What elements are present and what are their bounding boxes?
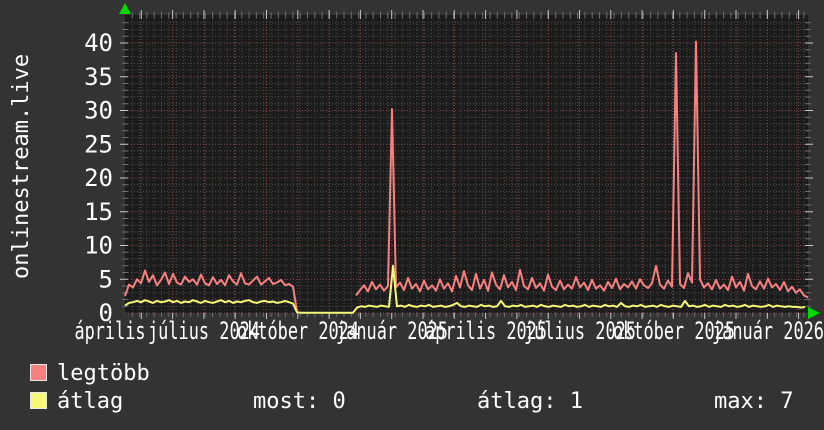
atlag-line xyxy=(124,264,806,314)
x-tick-label: április 2025 xyxy=(425,317,547,345)
y-tick-label: 25 xyxy=(84,130,113,158)
site-watermark: onlinestream.live xyxy=(9,53,34,279)
y-tick-label: 20 xyxy=(84,164,113,192)
y-tick-label: 10 xyxy=(84,232,113,260)
x-tick-label: július 2025 xyxy=(524,317,636,345)
y-tick-label: 0 xyxy=(99,299,113,327)
legend-swatch-atlag xyxy=(30,392,47,409)
y-axis-arrow xyxy=(119,3,131,14)
y-tick-label: 15 xyxy=(84,198,113,226)
x-tick-label: január 2026 xyxy=(712,317,824,345)
x-axis-arrow xyxy=(808,307,820,319)
legend-row-atlag: átlag most: 0 átlag: 1 max: 7 xyxy=(0,389,824,415)
stat-atlag: átlag: 1 xyxy=(477,389,583,414)
y-tick-label: 35 xyxy=(84,63,113,91)
legend-label-legtobb: legtöbb xyxy=(57,361,150,386)
y-tick-label: 30 xyxy=(84,97,113,125)
y-tick-label: 5 xyxy=(99,265,113,293)
stat-max: max: 7 xyxy=(714,389,794,414)
x-tick-label: január 2025 xyxy=(336,317,448,345)
legend-label-atlag: átlag xyxy=(57,389,124,414)
stat-most: most: 0 xyxy=(253,389,346,414)
y-tick-label: 40 xyxy=(84,29,113,57)
legtobb-line xyxy=(124,269,298,312)
x-tick-label: október 2025 xyxy=(613,317,735,345)
legtobb-line xyxy=(355,40,809,299)
x-tick-label: április xyxy=(75,317,146,345)
x-tick-label: július 2024 xyxy=(148,317,260,345)
legend-swatch-legtobb xyxy=(30,364,47,381)
legend-row-legtobb: legtöbb xyxy=(0,361,824,387)
x-tick-label: október 2024 xyxy=(237,317,359,345)
